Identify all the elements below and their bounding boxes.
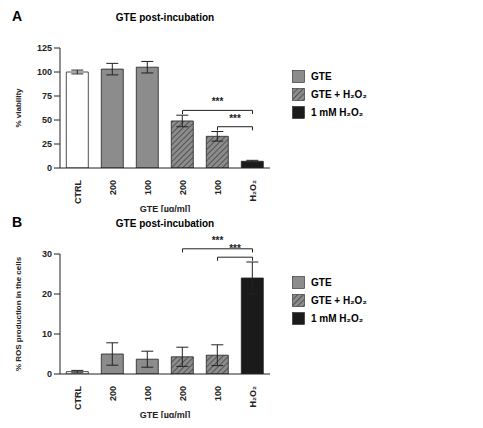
svg-text:100: 100: [143, 180, 153, 195]
html-text:A: A: [12, 8, 23, 24]
svg-text:200: 200: [108, 386, 118, 401]
svg-text:% ROS production in the cells: % ROS production in the cells: [14, 256, 23, 371]
html-text:GTE + H₂O₂: GTE + H₂O₂: [311, 89, 367, 100]
svg-text:***: ***: [229, 113, 241, 124]
svg-text:200: 200: [178, 180, 188, 195]
svg-text:0: 0: [47, 369, 52, 379]
svg-text:***: ***: [212, 235, 224, 246]
svg-text:100: 100: [143, 386, 153, 401]
svg-text:GTE [µg/ml]: GTE [µg/ml]: [140, 410, 191, 418]
svg-text:125: 125: [37, 43, 52, 53]
svg-text:CTRL: CTRL: [73, 180, 83, 204]
svg-text:100: 100: [213, 386, 223, 401]
html-text:GTE + H₂O₂: GTE + H₂O₂: [311, 295, 367, 306]
svg-text:20: 20: [42, 289, 52, 299]
html-text:GTE post-incubation: GTE post-incubation: [115, 12, 215, 23]
html-text:GTE: GTE: [311, 277, 332, 288]
svg-text:***: ***: [229, 243, 241, 254]
svg-text:% viability: % viability: [14, 88, 23, 128]
html-text:1 mM H₂O₂: 1 mM H₂O₂: [311, 313, 364, 324]
html-text:GTE post-incubation: GTE post-incubation: [115, 218, 215, 229]
html-text:B: B: [12, 214, 23, 230]
html-text:GTE: GTE: [311, 71, 332, 82]
html-text:1 mM H₂O₂: 1 mM H₂O₂: [311, 107, 364, 118]
svg-text:0: 0: [47, 163, 52, 173]
svg-text:H₂O₂: H₂O₂: [248, 386, 258, 408]
svg-text:200: 200: [178, 386, 188, 401]
svg-text:100: 100: [213, 180, 223, 195]
svg-text:H₂O₂: H₂O₂: [248, 180, 258, 202]
svg-text:GTE [µg/ml]: GTE [µg/ml]: [140, 204, 191, 212]
svg-text:75: 75: [42, 91, 52, 101]
svg-text:10: 10: [42, 329, 52, 339]
svg-text:100: 100: [37, 67, 52, 77]
svg-text:200: 200: [108, 180, 118, 195]
svg-text:CTRL: CTRL: [73, 386, 83, 410]
svg-text:50: 50: [42, 115, 52, 125]
svg-text:25: 25: [42, 139, 52, 149]
svg-text:30: 30: [42, 249, 52, 259]
svg-text:***: ***: [212, 96, 224, 107]
